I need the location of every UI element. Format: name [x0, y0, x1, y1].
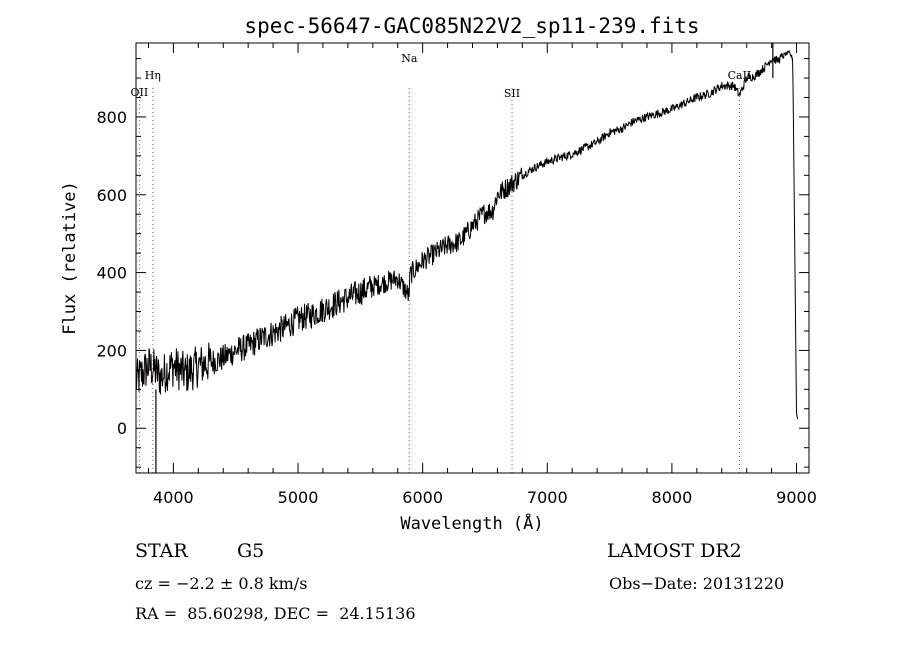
axis-ticks [136, 43, 809, 473]
axis-tick-labels: 4000 5000 6000 7000 8000 9000 0 200 400 600 800 [96, 108, 816, 507]
chart-title: spec-56647-GAC085N22V2_sp11-239.fits [244, 14, 699, 38]
object-class: STAR [135, 540, 188, 562]
x-axis-label: Wavelength (Å) [400, 512, 543, 534]
y-tick-label: 200 [96, 341, 127, 360]
y-tick-label: 400 [96, 264, 127, 283]
spectral-line-label: OII [131, 86, 149, 99]
y-tick-label: 800 [96, 108, 127, 127]
x-tick-label: 9000 [776, 488, 817, 507]
spectral-line-label: SII [504, 87, 520, 100]
observation-date: Obs−Date: 20131220 [609, 574, 785, 593]
x-tick-label: 4000 [153, 488, 194, 507]
object-subclass: G5 [237, 540, 265, 562]
spectral-line-label: CaII [728, 69, 752, 82]
spectral-line-markers: OII Hη Na SII CaII [131, 52, 752, 473]
x-tick-label: 8000 [652, 488, 693, 507]
x-tick-label: 7000 [527, 488, 568, 507]
ra-dec: RA = 85.60298, DEC = 24.15136 [135, 604, 416, 623]
y-tick-label: 600 [96, 186, 127, 205]
x-tick-label: 5000 [278, 488, 319, 507]
spectral-line-label: Hη [145, 69, 161, 82]
flux-series-layer [135, 43, 798, 473]
spectral-line-label: Na [401, 52, 418, 65]
survey-name: LAMOST DR2 [607, 540, 742, 562]
y-tick-label: 0 [117, 419, 127, 438]
x-tick-label: 6000 [402, 488, 443, 507]
plot-frame [135, 42, 810, 474]
flux-series [135, 49, 798, 419]
redshift-cz: cz = −2.2 ± 0.8 km/s [135, 574, 308, 593]
y-axis-label: Flux (relative) [60, 181, 80, 335]
